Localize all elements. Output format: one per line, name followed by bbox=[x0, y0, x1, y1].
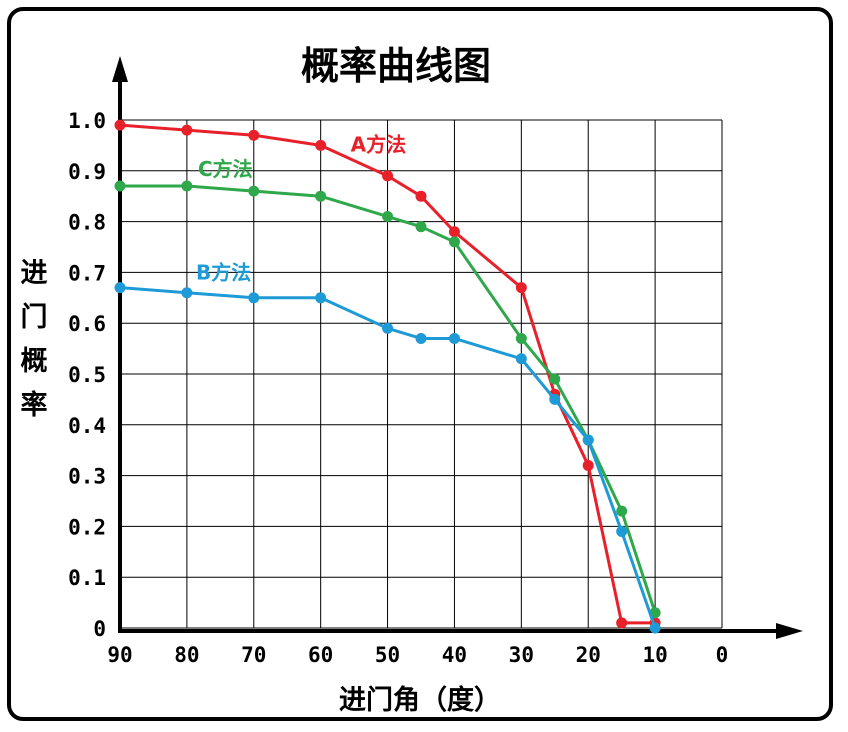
y-tick-label: 1.0 bbox=[68, 109, 106, 133]
y-tick-label: 0 bbox=[93, 617, 106, 641]
x-tick-label: 50 bbox=[375, 643, 400, 667]
data-point bbox=[248, 292, 260, 304]
data-point bbox=[448, 236, 460, 248]
x-tick-label: 40 bbox=[442, 643, 467, 667]
data-point bbox=[649, 622, 661, 634]
y-tick-label: 0.1 bbox=[68, 566, 106, 590]
series-label: C方法 bbox=[198, 157, 253, 181]
y-tick-label: 0.7 bbox=[68, 261, 106, 285]
data-point bbox=[448, 332, 460, 344]
x-tick-label: 70 bbox=[241, 643, 266, 667]
data-point bbox=[515, 332, 527, 344]
x-tick-label: 20 bbox=[576, 643, 601, 667]
data-point bbox=[181, 124, 193, 136]
y-axis-label-char: 门 bbox=[21, 302, 48, 333]
series-label: B方法 bbox=[196, 261, 251, 285]
y-tick-label: 0.2 bbox=[68, 515, 106, 539]
data-point bbox=[515, 282, 527, 294]
data-point bbox=[181, 287, 193, 299]
data-point bbox=[315, 292, 327, 304]
data-point bbox=[114, 119, 126, 131]
data-point bbox=[549, 393, 561, 405]
data-point bbox=[181, 180, 193, 192]
data-point bbox=[616, 525, 628, 537]
series-B方法 bbox=[114, 282, 661, 634]
y-tick-label: 0.6 bbox=[68, 312, 106, 336]
grid bbox=[119, 119, 723, 629]
x-axis-label-group: 进门角（度） bbox=[339, 684, 501, 716]
data-point bbox=[415, 190, 427, 202]
data-point bbox=[114, 180, 126, 192]
series-label: A方法 bbox=[351, 132, 406, 156]
axes bbox=[112, 56, 803, 639]
y-tick-label: 0.3 bbox=[68, 465, 106, 489]
data-point bbox=[582, 434, 594, 446]
chart-frame bbox=[7, 7, 833, 721]
x-tick-label: 0 bbox=[716, 643, 729, 667]
data-point bbox=[248, 185, 260, 197]
series-line bbox=[119, 123, 656, 625]
y-axis-arrow-icon bbox=[112, 56, 128, 82]
data-point bbox=[616, 505, 628, 517]
data-point bbox=[315, 139, 327, 151]
data-point bbox=[382, 322, 394, 334]
x-tick-label: 30 bbox=[509, 643, 534, 667]
y-tick-label: 0.4 bbox=[68, 414, 106, 438]
chart-title: 概率曲线图 bbox=[301, 44, 491, 88]
data-point bbox=[315, 190, 327, 202]
data-point bbox=[114, 282, 126, 294]
data-point bbox=[616, 617, 628, 629]
data-point bbox=[515, 353, 527, 365]
y-tick-label: 0.5 bbox=[68, 363, 106, 387]
data-point bbox=[415, 332, 427, 344]
y-axis-label-char: 进 bbox=[21, 258, 48, 289]
x-axis-arrow-icon bbox=[776, 623, 803, 639]
series-labels: A方法 C方法 B方法 bbox=[196, 132, 406, 284]
y-tick-label: 0.8 bbox=[68, 211, 106, 235]
y-tick-label: 0.9 bbox=[68, 160, 106, 184]
x-tick-label: 80 bbox=[174, 643, 199, 667]
data-point bbox=[382, 211, 394, 223]
x-axis-label: 进门角（度） bbox=[339, 684, 501, 716]
data-point bbox=[448, 226, 460, 238]
x-tick-label: 60 bbox=[308, 643, 333, 667]
data-point bbox=[549, 373, 561, 385]
data-point bbox=[248, 129, 260, 141]
series-line bbox=[119, 286, 657, 629]
data-point bbox=[415, 221, 427, 233]
tick-labels: 90 80 70 60 50 40 30 20 10 0 0 0.1 0.2 0.3 0.4 0.5 0.6 0.… bbox=[68, 109, 728, 667]
x-tick-label: 90 bbox=[107, 643, 132, 667]
series-group bbox=[114, 119, 661, 634]
x-tick-label: 10 bbox=[642, 643, 667, 667]
data-point bbox=[382, 170, 394, 182]
y-axis-label-char: 概 bbox=[21, 346, 48, 377]
y-axis-label-char: 率 bbox=[21, 389, 48, 421]
data-point bbox=[582, 459, 594, 471]
